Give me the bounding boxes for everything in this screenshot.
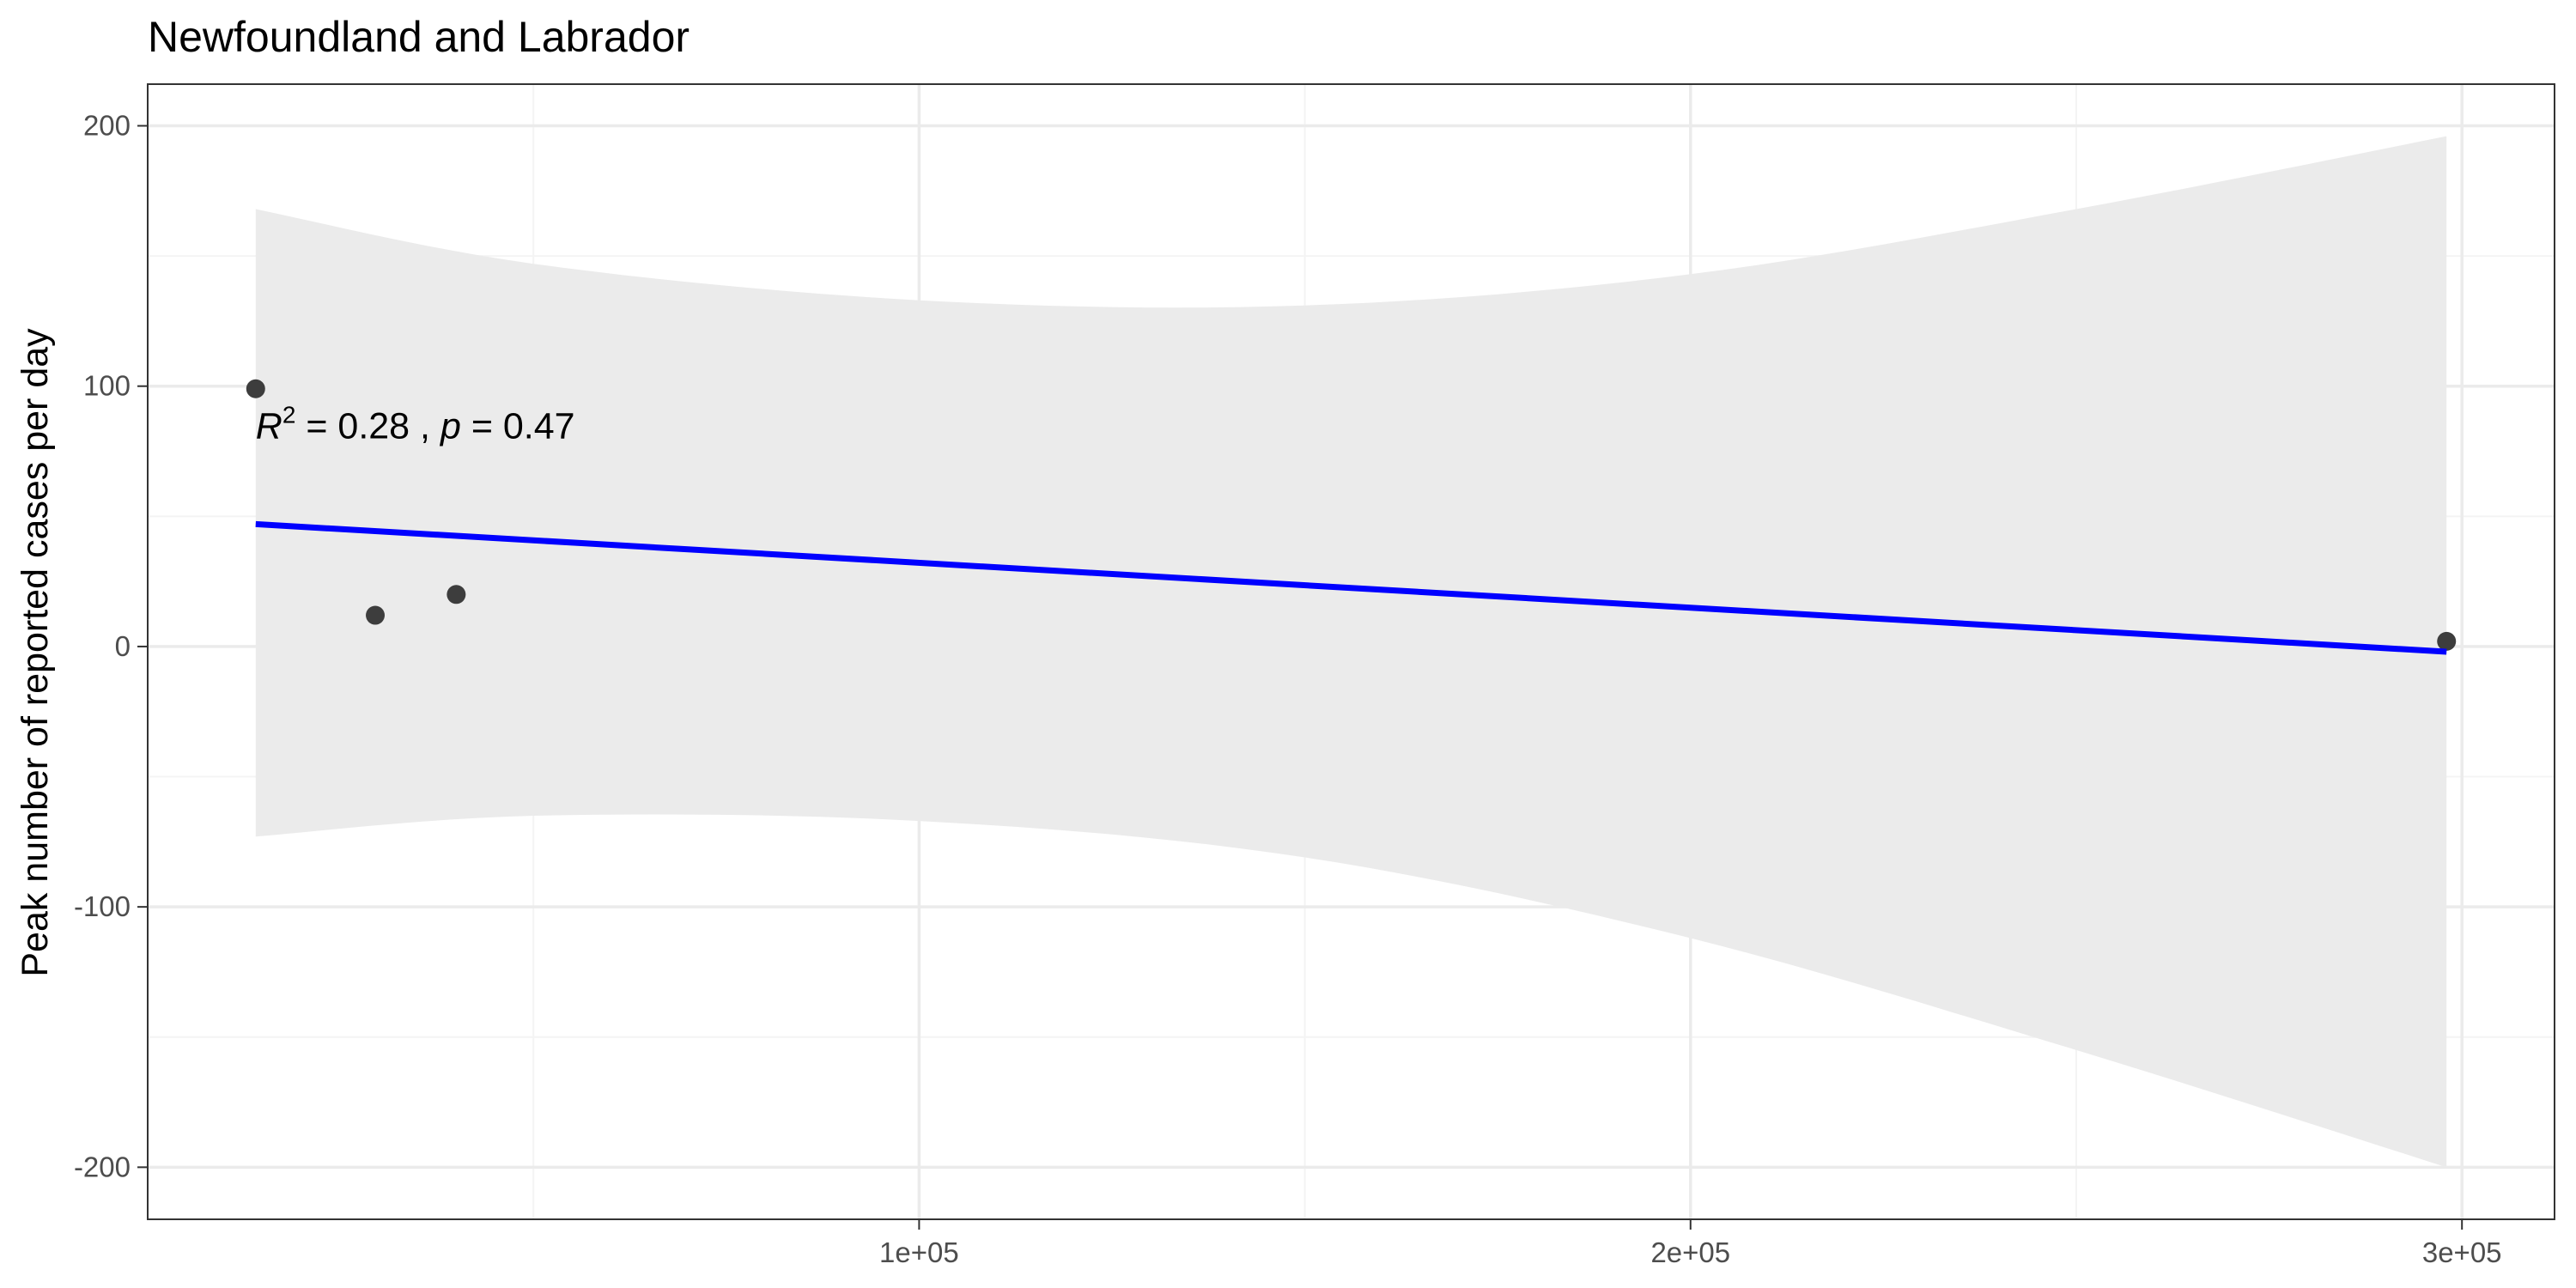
axes: 200 100 0 -100 -200 1e+05 2e+05 3e+05 [74, 110, 2502, 1268]
data-point [2437, 631, 2457, 651]
plot-area [148, 84, 2555, 1219]
p-symbol: p [439, 405, 461, 447]
x-tick-label: 3e+05 [2422, 1236, 2502, 1268]
r2-symbol: R [256, 405, 283, 447]
y-tick-label: -200 [74, 1151, 131, 1182]
x-tick-label: 1e+05 [879, 1236, 959, 1268]
chart-title: Newfoundland and Labrador [148, 13, 690, 61]
y-tick-label: 200 [83, 110, 131, 142]
regression-line [255, 520, 2447, 655]
r2-exponent: 2 [283, 401, 296, 428]
y-axis-label: Peak number of reported cases per day [15, 328, 56, 977]
y-tick-label: 0 [115, 630, 131, 662]
confidence-band [255, 136, 2447, 1168]
plot-border [147, 83, 2555, 1220]
data-point [447, 585, 466, 605]
y-tick-label: 100 [83, 370, 131, 402]
data-point [366, 605, 386, 625]
r2-value: = 0.28 , [295, 405, 440, 447]
data-point [246, 379, 265, 398]
x-tick-label: 2e+05 [1650, 1236, 1730, 1268]
p-value: = 0.47 [461, 405, 575, 447]
y-tick-label: -100 [74, 890, 131, 922]
stats-annotation: R2 = 0.28 , p = 0.47 [256, 401, 575, 447]
